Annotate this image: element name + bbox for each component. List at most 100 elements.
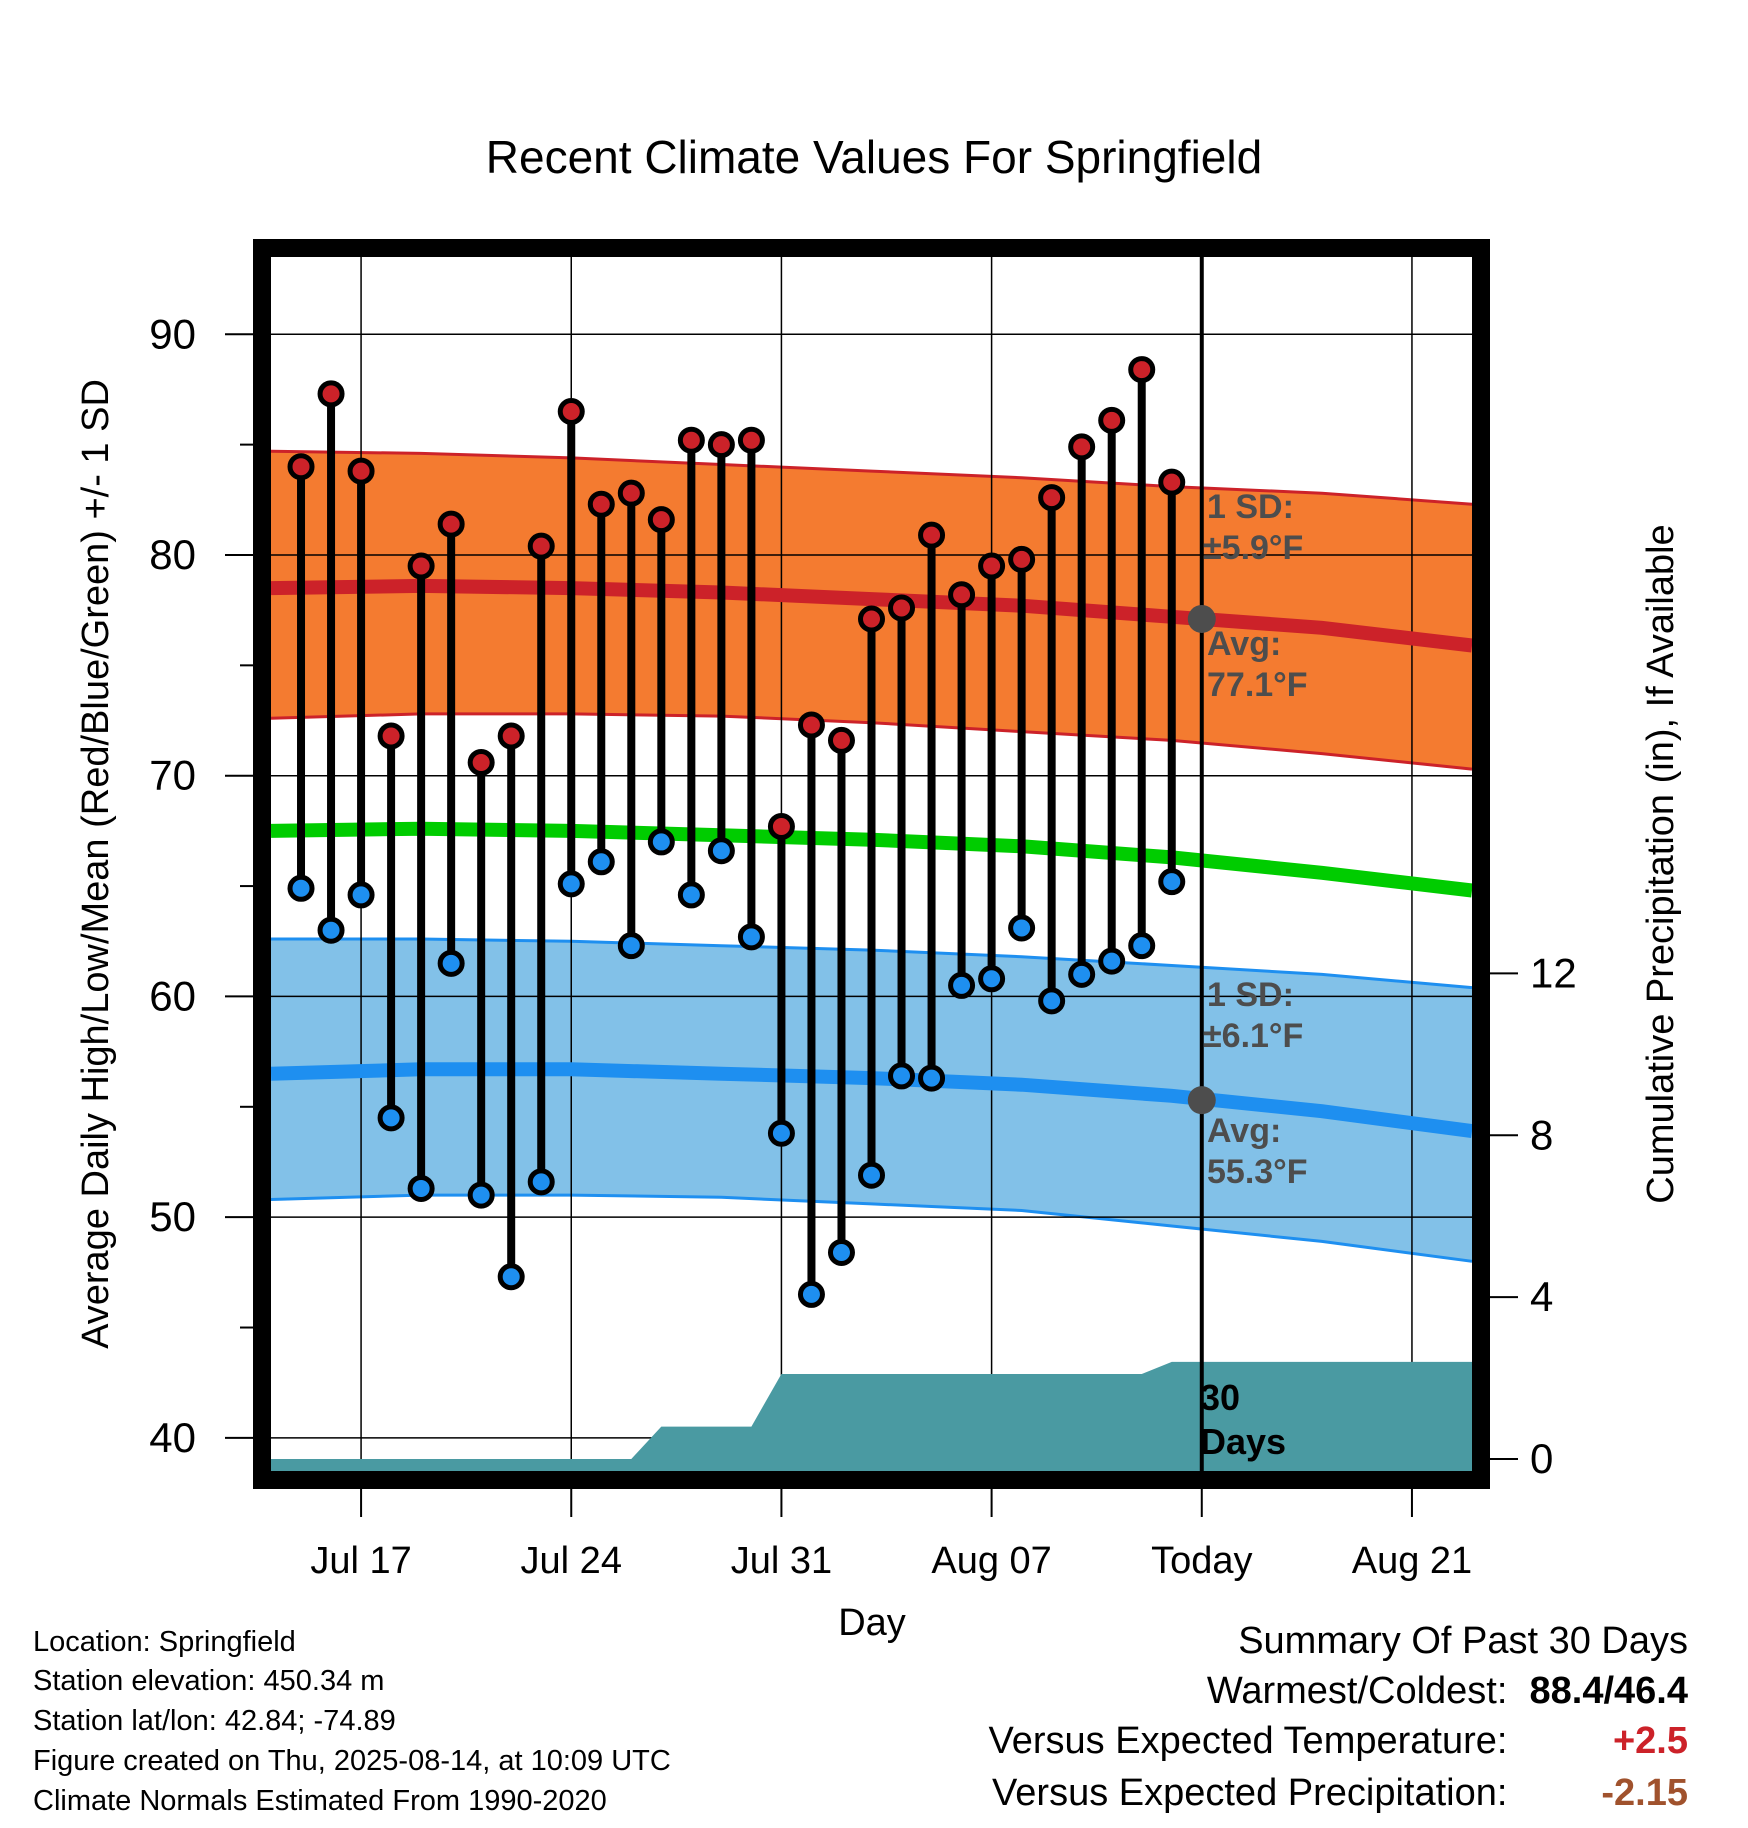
y-tick-label-60: 60 bbox=[149, 972, 196, 1019]
obs-low-point-2025-07-23 bbox=[527, 1168, 555, 1196]
chart-title: Recent Climate Values For Springfield bbox=[486, 131, 1262, 183]
obs-low-point-2025-08-04 bbox=[888, 1062, 916, 1090]
high-sd-value: ±5.9°F bbox=[1203, 529, 1303, 567]
y-tick-label-50: 50 bbox=[149, 1193, 196, 1240]
obs-low-point-2025-08-01 bbox=[797, 1280, 825, 1308]
footer-elevation: Station elevation: 450.34 m bbox=[33, 1665, 385, 1697]
obs-low-point-2025-08-09 bbox=[1038, 987, 1066, 1015]
y-tick-label-40: 40 bbox=[149, 1414, 196, 1461]
summary-warm-cold-value: 88.4/46.4 bbox=[1529, 1670, 1688, 1712]
obs-high-point-2025-07-15 bbox=[287, 453, 315, 481]
summary-temp-label: Versus Expected Temperature: bbox=[988, 1720, 1508, 1762]
period-unit: Days bbox=[1200, 1421, 1286, 1462]
obs-low-point-2025-08-10 bbox=[1068, 960, 1096, 988]
obs-high-point-2025-08-10 bbox=[1068, 433, 1096, 461]
footer-created: Figure created on Thu, 2025-08-14, at 10… bbox=[33, 1745, 671, 1777]
axes: 40 50 60 70 80 90 0 4 8 12 Jul 17 Jul 24 Jul 31 Aug 0… bbox=[149, 310, 1576, 1582]
obs-high-point-2025-08-03 bbox=[858, 605, 885, 633]
obs-low-point-2025-07-16 bbox=[317, 916, 345, 944]
summary-temp-value: +2.5 bbox=[1612, 1720, 1688, 1762]
precipitation-area bbox=[271, 1361, 1472, 1471]
summary-precip-value: -2.15 bbox=[1601, 1772, 1688, 1814]
obs-low-point-2025-07-20 bbox=[437, 949, 465, 977]
high-sd-title: 1 SD: bbox=[1207, 488, 1294, 526]
y-axis-label: Average Daily High/Low/Mean (Red/Blue/Gr… bbox=[75, 379, 117, 1349]
y2-tick-label-0: 0 bbox=[1530, 1435, 1553, 1482]
obs-low-point-2025-07-24 bbox=[557, 870, 585, 898]
obs-high-point-2025-07-23 bbox=[527, 532, 555, 560]
obs-low-point-2025-07-27 bbox=[647, 828, 675, 856]
summary-precip-label: Versus Expected Precipitation: bbox=[992, 1772, 1508, 1814]
low-sd-title: 1 SD: bbox=[1207, 976, 1294, 1014]
y2-tick-label-8: 8 bbox=[1530, 1111, 1553, 1158]
footer-latlon: Station lat/lon: 42.84; -74.89 bbox=[33, 1705, 396, 1737]
obs-low-point-2025-07-30 bbox=[737, 923, 765, 951]
obs-high-point-2025-07-25 bbox=[587, 490, 615, 518]
obs-high-point-2025-07-28 bbox=[677, 426, 705, 454]
summary-precipitation: Versus Expected Precipitation: -2.15 bbox=[992, 1772, 1688, 1815]
obs-low-point-2025-08-13 bbox=[1158, 868, 1186, 896]
obs-low-point-2025-07-22 bbox=[497, 1263, 525, 1291]
footer-normals: Climate Normals Estimated From 1990-2020 bbox=[33, 1785, 607, 1817]
obs-high-point-2025-07-19 bbox=[407, 552, 435, 580]
obs-high-point-2025-08-02 bbox=[827, 726, 855, 754]
annotations: 1 SD: ±5.9°F Avg: 77.1°F 1 SD: ±6.1°F Av… bbox=[1200, 488, 1308, 1462]
obs-high-point-2025-07-21 bbox=[467, 748, 495, 776]
y-tick-label-80: 80 bbox=[149, 531, 196, 578]
obs-low-point-2025-07-17 bbox=[347, 881, 375, 909]
y-tick-label-70: 70 bbox=[149, 752, 196, 799]
obs-high-point-2025-08-06 bbox=[948, 581, 976, 609]
period-number: 30 bbox=[1200, 1377, 1240, 1418]
summary-warm-cold-label: Warmest/Coldest: bbox=[1206, 1670, 1508, 1712]
obs-low-point-2025-07-25 bbox=[587, 848, 615, 876]
obs-low-point-2025-07-21 bbox=[467, 1181, 495, 1209]
obs-low-point-2025-07-15 bbox=[287, 874, 315, 902]
obs-low-point-2025-07-29 bbox=[707, 837, 735, 865]
summary-warm-cold: Warmest/Coldest: 88.4/46.4 bbox=[1207, 1670, 1688, 1713]
obs-low-point-2025-07-26 bbox=[617, 932, 645, 960]
y2-axis-label: Cumulative Precipitation (in), If Availa… bbox=[1640, 524, 1682, 1203]
plot-frame bbox=[253, 239, 1490, 1489]
high-avg-value: 77.1°F bbox=[1207, 666, 1308, 704]
obs-low-point-2025-08-08 bbox=[1008, 914, 1036, 942]
obs-high-point-2025-07-22 bbox=[497, 722, 525, 750]
obs-high-point-2025-08-07 bbox=[978, 552, 1006, 580]
obs-low-point-2025-08-07 bbox=[978, 965, 1006, 993]
obs-low-point-2025-08-05 bbox=[918, 1064, 946, 1092]
today-high-avg-marker bbox=[1187, 604, 1216, 633]
x-tick-label-2025-07-31: Jul 31 bbox=[731, 1540, 832, 1582]
obs-low-point-2025-07-19 bbox=[407, 1174, 435, 1202]
obs-low-point-2025-08-03 bbox=[858, 1161, 885, 1189]
obs-high-point-2025-07-31 bbox=[767, 812, 795, 840]
daily-observations bbox=[287, 356, 1186, 1308]
obs-high-point-2025-08-11 bbox=[1098, 406, 1126, 434]
x-tick-label-2025-08-07: Aug 07 bbox=[931, 1540, 1051, 1582]
obs-high-point-2025-07-18 bbox=[377, 722, 405, 750]
obs-high-point-2025-07-17 bbox=[347, 457, 375, 485]
high-sd-upper-edge bbox=[270, 449, 1473, 506]
obs-high-point-2025-07-24 bbox=[557, 398, 585, 426]
today-line-group bbox=[1187, 257, 1216, 1471]
summary-temperature: Versus Expected Temperature: +2.5 bbox=[989, 1720, 1688, 1763]
obs-high-point-2025-08-01 bbox=[797, 711, 825, 739]
x-tick-label-2025-08-21: Aug 21 bbox=[1352, 1540, 1472, 1582]
obs-low-point-2025-07-31 bbox=[767, 1119, 795, 1147]
x-axis-label: Day bbox=[838, 1602, 906, 1644]
low-avg-title: Avg: bbox=[1207, 1112, 1281, 1150]
obs-high-point-2025-08-13 bbox=[1158, 468, 1186, 496]
obs-high-point-2025-07-30 bbox=[737, 426, 765, 454]
obs-high-point-2025-07-26 bbox=[617, 479, 645, 507]
obs-low-point-2025-08-02 bbox=[827, 1238, 855, 1266]
avg-high-line bbox=[270, 578, 1473, 653]
obs-high-point-2025-07-29 bbox=[707, 431, 735, 459]
today-low-avg-marker bbox=[1187, 1086, 1216, 1115]
obs-low-point-2025-08-11 bbox=[1098, 947, 1126, 975]
obs-high-point-2025-08-05 bbox=[918, 521, 946, 549]
obs-high-point-2025-08-09 bbox=[1038, 484, 1066, 512]
x-tick-label-2025-08-14: Today bbox=[1151, 1540, 1252, 1582]
precipitation-area-fill bbox=[271, 1361, 1472, 1471]
obs-high-point-2025-07-27 bbox=[647, 506, 675, 534]
low-sd-value: ±6.1°F bbox=[1203, 1017, 1303, 1055]
y-tick-label-90: 90 bbox=[149, 310, 196, 357]
obs-low-point-2025-08-12 bbox=[1128, 932, 1156, 960]
